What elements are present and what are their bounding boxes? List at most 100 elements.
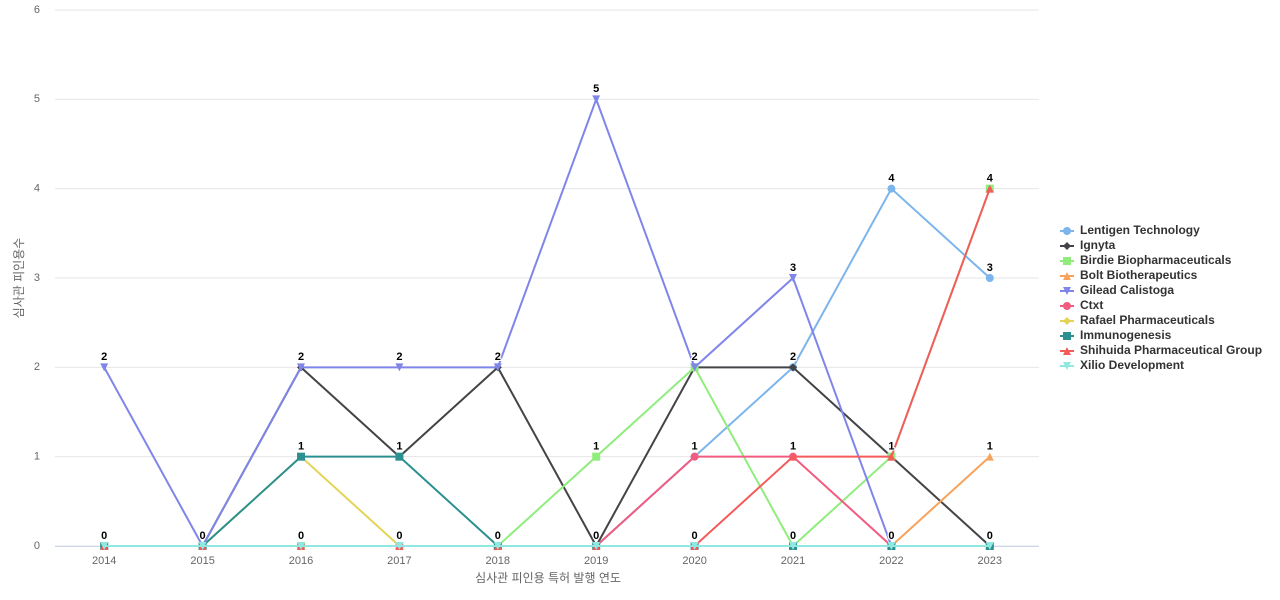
legend-label: Ctxt xyxy=(1080,298,1103,312)
data-label: 0 xyxy=(692,530,698,542)
data-label: 0 xyxy=(593,530,599,542)
data-label: 1 xyxy=(888,441,894,453)
marker xyxy=(297,452,305,461)
data-label: 2 xyxy=(495,351,501,363)
marker xyxy=(395,452,404,461)
legend-item[interactable]: Gilead Calistoga xyxy=(1060,283,1174,297)
data-label: 0 xyxy=(101,530,107,542)
data-label: 0 xyxy=(593,530,599,542)
x-tick-label: 2018 xyxy=(486,555,510,567)
legend-item[interactable]: Lentigen Technology xyxy=(1060,223,1200,237)
data-label: 0 xyxy=(298,530,304,542)
data-label: 0 xyxy=(790,530,796,542)
data-label: 0 xyxy=(396,530,402,542)
data-label: 2 xyxy=(790,351,796,363)
data-label: 0 xyxy=(593,530,599,542)
x-tick-label: 2020 xyxy=(682,555,706,567)
data-label: 3 xyxy=(987,262,993,274)
data-label: 0 xyxy=(987,530,993,542)
legend-item[interactable]: Immunogenesis xyxy=(1060,328,1172,342)
data-label: 0 xyxy=(692,530,698,542)
marker xyxy=(100,542,109,550)
marker xyxy=(985,274,994,282)
marker xyxy=(1063,317,1071,325)
data-label: 0 xyxy=(790,530,796,542)
y-tick-label: 1 xyxy=(34,451,40,463)
data-label: 0 xyxy=(987,530,993,542)
data-label: 0 xyxy=(593,530,599,542)
legend-item[interactable]: Birdie Biopharmaceuticals xyxy=(1060,253,1232,267)
x-tick-label: 2019 xyxy=(584,555,608,567)
data-label: 0 xyxy=(888,530,894,542)
data-label: 0 xyxy=(396,530,402,542)
x-tick-label: 2017 xyxy=(387,555,411,567)
legend-item[interactable]: Shihuida Pharmaceutical Group xyxy=(1060,343,1262,357)
legend-label: Immunogenesis xyxy=(1080,328,1172,342)
x-tick-label: 2014 xyxy=(92,555,116,567)
legend-item[interactable]: Xilio Development xyxy=(1060,358,1184,372)
data-label: 0 xyxy=(495,530,501,542)
marker xyxy=(985,184,994,193)
legend-item[interactable]: Ignyta xyxy=(1060,238,1116,252)
marker xyxy=(493,542,502,550)
marker xyxy=(1063,227,1071,235)
data-label: 0 xyxy=(101,530,107,542)
data-label: 0 xyxy=(396,530,402,542)
data-label: 0 xyxy=(987,530,993,542)
marker xyxy=(887,184,896,193)
legend-item[interactable]: Bolt Biotherapeutics xyxy=(1060,268,1198,282)
data-label: 2 xyxy=(692,351,698,363)
marker xyxy=(789,363,797,372)
marker xyxy=(789,452,797,461)
marker xyxy=(198,542,207,550)
data-label: 0 xyxy=(298,530,304,542)
data-label: 3 xyxy=(790,262,796,274)
y-axis-title: 심사관 피인용수 xyxy=(12,238,26,319)
data-label: 0 xyxy=(200,530,206,542)
data-label: 0 xyxy=(200,530,206,542)
data-label: 0 xyxy=(987,530,993,542)
data-label: 4 xyxy=(888,173,895,185)
line xyxy=(103,96,990,549)
marker xyxy=(887,452,896,461)
marker xyxy=(1063,287,1071,295)
legend-label: Gilead Calistoga xyxy=(1080,283,1174,297)
data-label: 0 xyxy=(101,530,107,542)
data-label: 0 xyxy=(101,530,107,542)
data-label: 0 xyxy=(593,530,599,542)
data-label: 2 xyxy=(396,351,402,363)
data-label: 2 xyxy=(495,351,501,363)
marker xyxy=(690,542,699,550)
marker xyxy=(493,363,502,372)
data-label: 0 xyxy=(495,530,501,542)
y-tick-label: 5 xyxy=(34,93,40,105)
data-label: 0 xyxy=(987,530,993,542)
data-label: 0 xyxy=(200,530,206,542)
marker xyxy=(1063,242,1071,250)
legend-label: Xilio Development xyxy=(1080,358,1184,372)
x-tick-label: 2023 xyxy=(978,555,1002,567)
data-label: 1 xyxy=(298,441,304,453)
data-label: 0 xyxy=(101,530,107,542)
legend-item[interactable]: Rafael Pharmaceuticals xyxy=(1060,313,1215,327)
marker xyxy=(1063,302,1071,310)
data-label: 0 xyxy=(101,530,107,542)
data-label: 0 xyxy=(987,530,993,542)
legend-label: Lentigen Technology xyxy=(1080,223,1200,237)
data-label: 2 xyxy=(101,351,107,363)
data-label: 0 xyxy=(495,530,501,542)
data-label: 0 xyxy=(200,530,206,542)
legend-label: Bolt Biotherapeutics xyxy=(1080,268,1198,282)
series xyxy=(100,95,994,550)
data-label: 2 xyxy=(298,351,304,363)
y-tick-label: 3 xyxy=(34,272,40,284)
x-tick-label: 2021 xyxy=(781,555,805,567)
data-label: 0 xyxy=(495,530,501,542)
data-label: 0 xyxy=(888,530,894,542)
x-tick-label: 2016 xyxy=(289,555,313,567)
data-label: 0 xyxy=(692,530,698,542)
data-label: 0 xyxy=(101,530,107,542)
legend-item[interactable]: Ctxt xyxy=(1060,298,1103,312)
y-tick-label: 4 xyxy=(34,183,40,195)
marker xyxy=(985,452,994,461)
